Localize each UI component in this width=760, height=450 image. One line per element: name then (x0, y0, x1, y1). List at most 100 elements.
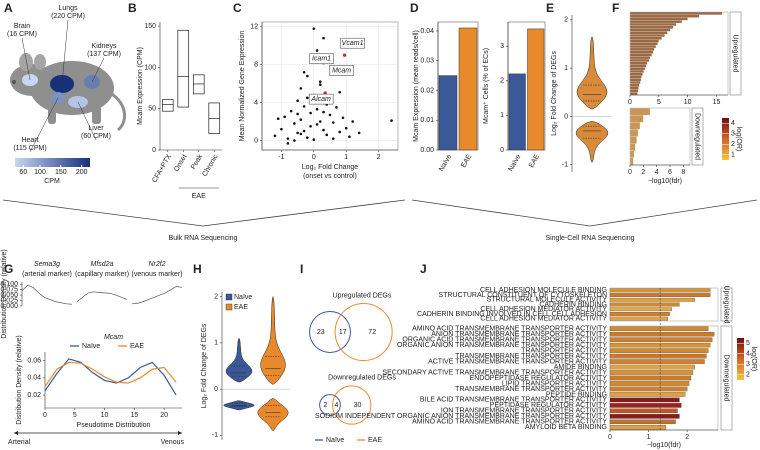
y-tick-label: 1 (214, 340, 218, 347)
organ-value: (60 CPM) (81, 133, 111, 140)
legend-colorbar (737, 338, 744, 380)
bar (629, 45, 657, 49)
legend-title: log(OR) (735, 127, 742, 152)
x-tick-label: 6 (668, 169, 672, 176)
venn-set (334, 302, 393, 362)
venn-set (319, 394, 341, 416)
term-label: PEPTIDE BINDING (546, 391, 607, 398)
panel-label: F (612, 1, 619, 15)
organ-name: Heart (21, 137, 38, 144)
term-label: LIPID TRANSPORTER ACTIVITY (502, 380, 607, 387)
x-tick-label: 2 (641, 169, 645, 176)
point (293, 139, 296, 142)
x-tick-label: 15 (713, 99, 721, 106)
highlight-point (342, 53, 347, 57)
term-label: BILE ACID TRANSMEMBRANE TRANSPORTER ACTI… (420, 397, 607, 404)
x-tick-label: 8 (681, 169, 685, 176)
y-tick-label: 0 (254, 137, 258, 144)
x-tick-label: Peak (190, 153, 204, 171)
y-tick-label: 100 (144, 64, 156, 71)
bar (629, 81, 641, 85)
marker-gene: Sema3g (34, 261, 60, 268)
facet-strip (729, 11, 742, 96)
point (338, 130, 342, 134)
y-tick-label: -1 (212, 432, 218, 439)
point (289, 109, 293, 113)
label-box (329, 65, 354, 76)
bar (629, 25, 674, 29)
x-tick-label: 0 (43, 412, 47, 419)
panel-label: D (410, 1, 419, 15)
bar (629, 78, 642, 82)
legend-swatch (225, 293, 233, 301)
point (299, 132, 303, 136)
x-tick-label: EAE (460, 153, 473, 169)
legend-label: Naïve (234, 294, 252, 301)
section-dividers (2, 199, 758, 227)
organ-value: (137 CPM) (87, 51, 121, 58)
bar (629, 20, 682, 24)
point (280, 127, 283, 131)
facet-label: Upregulated (723, 285, 730, 323)
plot-frame (261, 21, 399, 151)
term-label: AMINO ACID TRANSMEMBRANE TRANSPORTER ACT… (412, 326, 607, 333)
term-label: SECONDARY ACTIVE TRANSMEMBRANE TRANSPORT… (382, 369, 607, 376)
legend-tick-label: 1 (731, 152, 735, 159)
legend-tick-label: 2 (731, 141, 735, 148)
point (302, 105, 306, 108)
y-tick-label: 2 (500, 78, 504, 85)
bar (629, 72, 643, 76)
facet-label: Downregulated (694, 113, 701, 160)
colorbar-tick-label: 200 (76, 169, 88, 176)
density-line (21, 284, 73, 305)
y-tick-label: 0.075 (0, 286, 18, 293)
leader-line (21, 37, 31, 81)
bar (629, 69, 644, 73)
panel-label: H (193, 262, 202, 276)
x-tick-label: EAE (528, 153, 541, 169)
venn-count: 23 (317, 329, 325, 336)
term-label: TRANSMEMBRANE TRANSPORTER ACTIVITY (455, 386, 607, 393)
point (299, 118, 303, 121)
panel-label: B (128, 1, 137, 15)
term-label: ORGANIC ACID TRANSMEMBRANE TRANSPORTER A… (402, 337, 607, 344)
x-tick-label: 5 (73, 412, 77, 419)
leader-line (77, 101, 97, 141)
violin (260, 296, 286, 385)
x-axis-sublabel: (onset vs control) (303, 173, 357, 180)
x-tick-label: Naïve (507, 153, 522, 172)
venn-count: 72 (368, 329, 376, 336)
bar (609, 381, 690, 386)
legend-tick-label: 4 (731, 120, 735, 127)
bar (609, 408, 678, 414)
point (322, 128, 325, 132)
point (338, 90, 342, 94)
y-axis-label: Mcam Expression (mean reads/cell) (413, 30, 420, 142)
y-tick-label: 0.06 (27, 357, 41, 364)
y-tick-label: 4 (254, 99, 258, 106)
section-title: Single-Cell RNA Sequencing (545, 235, 634, 242)
bar (609, 375, 692, 381)
point (312, 138, 316, 141)
y-tick-label: 0.02 (420, 87, 434, 94)
legend-label: EAE (368, 437, 382, 444)
panel-label: C (233, 1, 242, 15)
bar (629, 157, 634, 166)
point (315, 123, 319, 126)
bar (629, 34, 665, 38)
organ-name: Liver (88, 125, 104, 132)
panel-label: J (420, 262, 427, 276)
point (306, 74, 309, 78)
bar (629, 86, 639, 90)
legend-title: log(OR) (750, 347, 757, 372)
bar (629, 11, 723, 15)
bar (629, 122, 641, 130)
legend-label: EAE (130, 343, 144, 350)
organ-value: (16 CPM) (7, 31, 37, 38)
venn-count: 30 (354, 402, 362, 409)
x-tick-label: Naïve (438, 153, 453, 172)
x-tick-label: 0 (628, 99, 632, 106)
term-label: ORGANIC ANION TRANSMEMBRANE TRANSPORTER … (397, 342, 607, 349)
venn-count: 17 (339, 329, 347, 336)
organ-name: Lungs (58, 5, 78, 12)
